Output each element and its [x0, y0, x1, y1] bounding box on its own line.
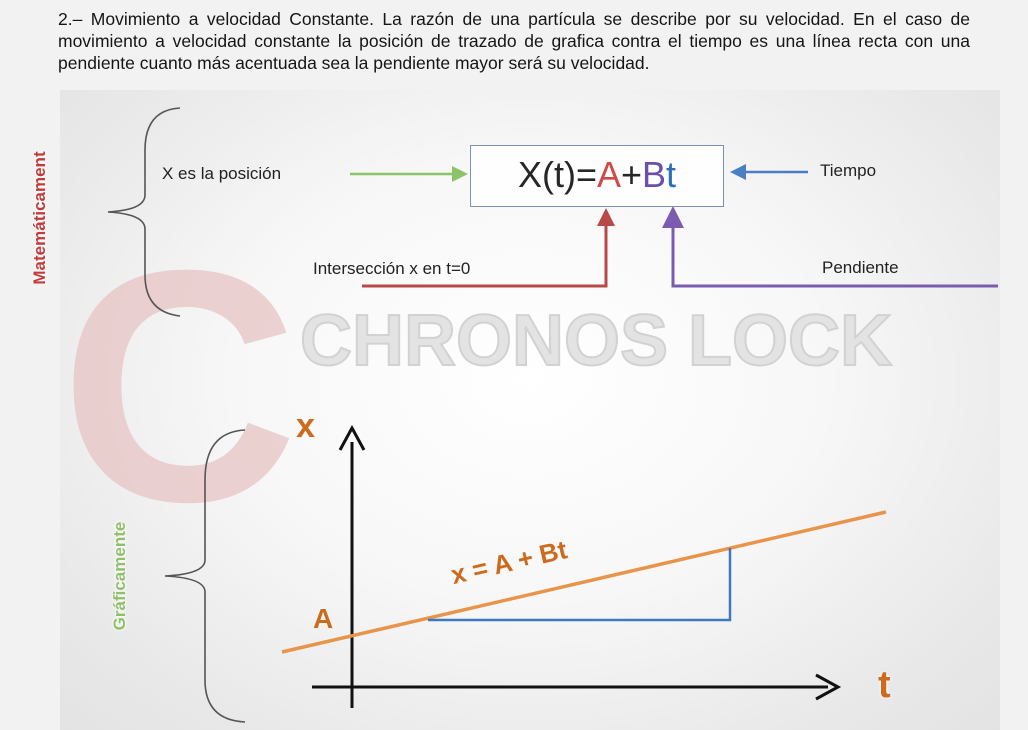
formula-lhs: X(t)= [517, 154, 597, 195]
formula-b: B [642, 154, 667, 195]
graph-brace [164, 429, 246, 723]
position-time-line [281, 510, 887, 654]
x-axis-label: t [878, 664, 891, 706]
watermark-text: CHRONOS LOCK [300, 301, 892, 381]
math-side-label: Matemáticament [30, 151, 49, 285]
formula-box: X(t)=A+Bt [470, 145, 724, 207]
intro-paragraph: 2.– Movimiento a velocidad Constante. La… [58, 9, 970, 73]
slope-arrow [671, 222, 998, 288]
time-label: Tiempo [820, 161, 877, 180]
y-axis-arrowhead [338, 424, 366, 451]
math-brace [107, 107, 181, 317]
intercept-arrow [362, 222, 608, 288]
formula-t: t [666, 154, 677, 195]
intercept-label: Intersección x en t=0 [313, 259, 471, 278]
slope-arrowhead [662, 206, 684, 228]
position-label: X es la posición [162, 164, 282, 183]
intercept-point-label: A [313, 603, 334, 634]
time-arrowhead [730, 164, 746, 180]
x-axis-arrowhead [815, 673, 842, 701]
y-axis-label: x [296, 407, 315, 445]
graph-side-label: Gráficamente [110, 521, 129, 631]
slope-label: Pendiente [822, 258, 899, 277]
watermark-initial: C [60, 201, 298, 570]
formula-plus: + [620, 154, 643, 195]
formula-a: A [596, 154, 621, 195]
position-arrowhead [452, 166, 468, 182]
slope-triangle [428, 548, 732, 622]
intercept-arrowhead [597, 208, 615, 226]
